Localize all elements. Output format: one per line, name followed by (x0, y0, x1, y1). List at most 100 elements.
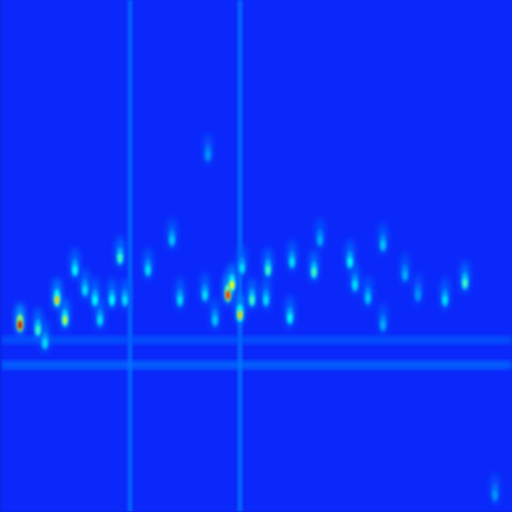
peak (123, 296, 127, 305)
peak (380, 314, 386, 332)
peak (108, 278, 117, 310)
peak (170, 236, 174, 245)
peak (250, 296, 254, 305)
peak (401, 253, 410, 285)
peak (415, 284, 421, 302)
peak (442, 289, 448, 307)
peak (249, 289, 255, 307)
peak (352, 274, 358, 292)
peak (35, 319, 41, 337)
peak (63, 316, 67, 325)
peak (348, 258, 352, 267)
peak (353, 281, 357, 290)
peak (492, 484, 498, 502)
peak (73, 266, 77, 275)
peak (240, 264, 244, 273)
peak (226, 291, 230, 300)
peak (117, 247, 123, 265)
peak (116, 236, 125, 268)
peak (202, 284, 208, 302)
peak (310, 250, 319, 282)
peak (178, 296, 182, 305)
peak (262, 278, 271, 310)
peak (381, 241, 385, 250)
peak (266, 266, 270, 275)
peak (351, 263, 360, 295)
peak (61, 298, 70, 330)
peak (416, 291, 420, 300)
peak (286, 296, 295, 328)
peak (145, 259, 151, 277)
peak (414, 273, 423, 305)
peak (239, 257, 245, 275)
horizontal-streak (0, 337, 512, 343)
peak (110, 296, 114, 305)
vertical-streak (128, 0, 132, 512)
peak (288, 314, 292, 323)
peak (318, 236, 322, 245)
peak (491, 473, 500, 505)
peak (71, 248, 80, 280)
peak (177, 289, 183, 307)
peak (118, 254, 122, 263)
peak (41, 321, 50, 353)
peak (109, 289, 115, 307)
peak (462, 272, 468, 290)
peak (144, 248, 153, 280)
peak (43, 339, 47, 348)
peak (264, 248, 273, 280)
peak (463, 279, 467, 288)
peak (211, 298, 220, 330)
peak (42, 332, 48, 350)
peak (380, 234, 386, 252)
peak (201, 273, 210, 305)
peak (93, 296, 97, 305)
peak (443, 296, 447, 305)
chart-container (0, 0, 512, 512)
peak (92, 289, 98, 307)
peak (290, 258, 294, 267)
peak (176, 278, 185, 310)
peak (212, 309, 218, 327)
peak (81, 268, 90, 300)
peak (316, 218, 325, 250)
peak (379, 303, 388, 335)
peak (238, 311, 242, 320)
peak (168, 218, 177, 250)
peak (213, 316, 217, 325)
peak (403, 271, 407, 280)
peak (72, 259, 78, 277)
chart-svg (0, 0, 512, 512)
peak (287, 307, 293, 325)
peak (263, 289, 269, 307)
peak (18, 321, 22, 330)
peak (312, 268, 316, 277)
peak (317, 229, 323, 247)
peak (289, 251, 295, 269)
peak (264, 296, 268, 305)
peak (461, 261, 470, 293)
peak (237, 304, 243, 322)
peak (365, 287, 371, 305)
peak (366, 294, 370, 303)
peak (236, 293, 245, 325)
peak (122, 289, 128, 307)
peak (229, 274, 235, 292)
peak (347, 251, 353, 269)
peak (98, 316, 102, 325)
peak (238, 246, 247, 278)
peak (54, 289, 60, 307)
peak (36, 326, 40, 335)
peak (265, 259, 271, 277)
peak (364, 276, 373, 308)
plot-area (0, 0, 512, 512)
peaks (16, 133, 500, 505)
peak (204, 133, 213, 165)
peak (53, 278, 62, 310)
peak (97, 309, 103, 327)
background (0, 0, 512, 512)
horizontal-streak (0, 362, 512, 368)
peak (441, 278, 450, 310)
peak (402, 264, 408, 282)
peak (288, 240, 297, 272)
